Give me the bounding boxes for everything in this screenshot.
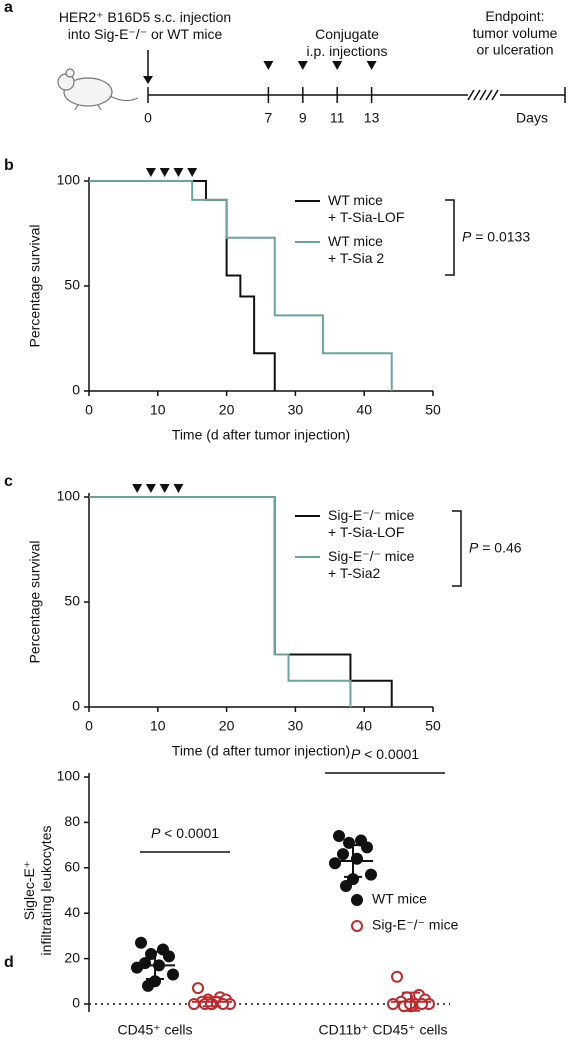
axis-line [148,87,566,103]
x-tick-label: 20 [219,402,235,418]
injection-marker [145,168,156,177]
error-bar [402,991,420,1012]
injection-marker [132,484,143,493]
x-axis-label: Time (d after tumor injection) [172,743,350,759]
injection-marker [263,61,274,70]
y-axis-label: Siglec-E⁺infiltrating leukocytes [21,826,54,956]
data-point [167,968,179,981]
legend-swatch [351,894,363,906]
bracket [452,510,462,587]
data-point [217,998,229,1010]
legend-label: WT mice + T-Sia 2 [328,233,384,266]
legend-label: Sig-E⁻/⁻ mice [372,917,459,933]
y-tick-label: 0 [72,382,80,398]
legend-swatch [351,920,363,932]
x-tick-label: 50 [425,402,441,418]
injection-marker [173,168,184,177]
error-bar [344,844,362,878]
data-point [163,950,175,963]
x-tick-label: 30 [288,718,304,734]
x-tick-label: 10 [150,718,166,734]
y-tick-label: 100 [57,768,81,784]
x-tick-label: 20 [219,718,235,734]
x-tick-label: 50 [425,718,441,734]
legend-label: WT mice [372,891,427,907]
legend-label: Sig-E⁻/⁻ mice + T-Sia2 [328,548,415,581]
legend-label: WT mice + T-Sia-LOF [328,192,404,225]
note: Endpoint: tumor volume or ulceration [473,8,558,58]
tick-label: 7 [265,110,273,126]
y-tick-label: 0 [72,995,80,1011]
injection-marker [332,61,343,70]
y-axis-label: Percentage survival [27,541,43,664]
y-tick-label: 50 [64,277,80,293]
y-tick-label: 20 [64,949,80,965]
injection-marker [173,484,184,493]
error-bar [203,996,221,1008]
panel-label: c [4,473,13,490]
data-point [333,830,345,843]
y-tick-label: 0 [72,698,80,714]
panel-label: a [4,0,13,16]
injection-marker [297,61,308,70]
x-tick-label: 40 [356,718,372,734]
injection-marker [145,484,156,493]
x-tick-label: 40 [356,402,372,418]
x-tick-label: 30 [288,402,304,418]
y-tick-label: 60 [64,859,80,875]
note: Conjugate i.p. injections [307,26,388,59]
x-tick-label: 10 [150,402,166,418]
data-point [188,998,200,1010]
note: HER2⁺ B16D5 s.c. injection into Sig-E⁻/⁻ … [59,9,231,42]
y-tick-label: 40 [64,904,80,920]
axis-break [467,89,499,101]
data-point [142,979,154,992]
p-value: P = 0.46 [469,539,522,555]
data-point [192,982,204,995]
y-tick-label: 50 [64,593,80,609]
p-value: P < 0.0001 [151,825,219,841]
data-point [387,998,399,1010]
mouse-icon [57,68,139,111]
panel-label: b [4,157,14,174]
data-point [416,998,428,1010]
bracket [445,199,455,276]
error-bar [146,950,164,981]
data-point [365,868,377,881]
data-point [391,970,403,983]
injection-marker [159,484,170,493]
tick-label: 13 [364,110,380,126]
data-point [361,841,373,854]
arrow-head [143,76,153,84]
panel-label: d [4,954,14,971]
data-point [337,848,349,861]
p-value: P = 0.0133 [462,228,530,244]
survival-curve [89,496,352,707]
injection-marker [187,168,198,177]
y-tick-label: 100 [57,172,81,188]
survival-curve [89,180,393,391]
tick-label: 11 [330,110,345,126]
legend-label: Sig-E⁻/⁻ mice + T-Sia-LOF [328,507,415,540]
x-tick-label: 0 [85,718,93,734]
data-point [329,857,341,870]
data-point [340,879,352,892]
y-tick-label: 80 [64,813,80,829]
p-value: P < 0.0001 [351,746,419,762]
x-axis-label: Time (d after tumor injection) [172,427,350,443]
injection-marker [366,61,377,70]
data-point [135,936,147,949]
injection-marker [159,168,170,177]
survival-curve [89,180,276,391]
tick-label: 0 [144,110,152,126]
x-tick-label: 0 [85,402,93,418]
data-point [131,961,143,974]
x-tick-label: CD45⁺ cells [117,1022,192,1038]
y-tick-label: 100 [57,488,81,504]
y-axis-label: Percentage survival [27,225,43,348]
axis-unit: Days [516,110,548,126]
tick-label: 9 [299,110,307,126]
x-tick-label: CD11b⁺ CD45⁺ cells [319,1022,448,1038]
